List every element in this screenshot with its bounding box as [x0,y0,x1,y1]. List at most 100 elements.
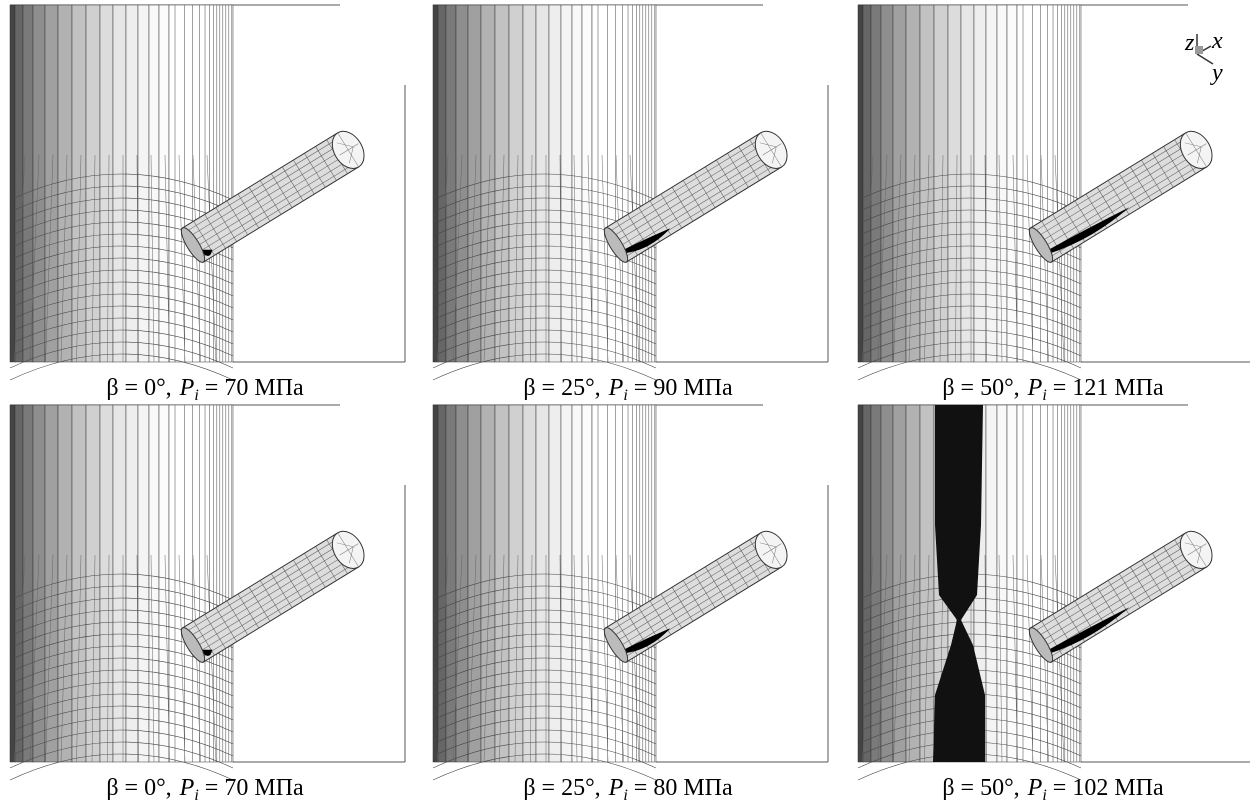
caption-subscript: i [623,387,627,404]
mesh-line [76,154,82,363]
cylinder-band [857,4,864,363]
panel: β = 25°, Pi = 90 МПа [432,4,829,404]
mesh-line [1042,552,1198,648]
crack [623,628,671,654]
mesh-line [1012,154,1018,363]
pipe-start [180,627,206,663]
pipe-start [1028,627,1054,663]
cylinder-band [9,4,16,363]
mesh-arc [9,341,234,369]
mesh-line [499,154,505,363]
mesh-line [437,554,449,763]
panel: β = 50°, Pi = 102 МПа [857,404,1250,804]
mesh-arc [9,317,234,345]
panel: β = 0°, Pi = 70 МПа [9,404,406,804]
mesh-line [998,554,1003,763]
panel: β = 0°, Pi = 70 МПа [9,4,406,404]
mesh-arc [9,717,234,745]
caption-symbol: P [608,775,624,801]
mesh-arc [432,741,657,769]
mesh-line [649,200,672,236]
mesh-line [193,221,215,256]
mesh-arc [9,657,234,685]
crack [200,649,213,656]
mesh-line [237,193,260,229]
mesh-line [573,554,578,763]
mesh-line [1045,557,1202,653]
cylinder-band [1006,404,1018,763]
mesh-line [514,154,519,363]
mesh-line [738,146,760,181]
mesh-line [1141,559,1163,595]
crack [1048,207,1130,254]
mesh-line [248,187,271,222]
mesh-line [452,554,463,763]
mesh-line [193,621,215,656]
mesh-arc [9,669,234,697]
mesh-arc [9,585,234,613]
caption-value: = 121 МПа [1053,375,1164,401]
axis-triad: z x y [1184,28,1223,86]
mesh-line [215,207,237,242]
mesh-line [998,154,1003,363]
cylinder-band [892,404,907,763]
mesh-line [908,154,916,363]
mesh-line [559,154,562,363]
caption-angle: β = 25°, [523,775,600,801]
mesh-line [1152,553,1174,588]
mesh-line [1026,154,1034,363]
mesh-line [955,154,958,363]
caption-angle: β = 50°, [942,775,1019,801]
cylinder-band [494,404,510,763]
cylinder-band [581,404,593,763]
mesh-arc [432,753,657,781]
mesh-line [45,154,54,363]
mesh-line [862,554,874,763]
mesh-line [1163,546,1185,581]
mesh-line [1130,166,1152,202]
mesh-line [206,154,217,363]
mesh-line [984,554,987,763]
mesh-arc [857,257,1082,285]
mesh-arc [857,353,1082,381]
cylinder-band [581,4,593,363]
mesh-line [893,554,902,763]
mesh-line [530,554,533,763]
mesh-arc [9,305,234,333]
caption-subscript: i [1042,787,1046,804]
caption: β = 25°, Pi = 80 МПа [523,775,733,804]
cylinder-band [862,4,872,363]
cylinder-band [432,4,439,363]
mesh-line [705,566,727,602]
cylinder-band [14,4,24,363]
mesh-line [60,154,68,363]
cylinder-band [158,404,170,763]
mesh-line [45,554,54,763]
mesh-line [649,600,672,636]
mesh-line [862,154,874,363]
mesh-line [194,152,350,248]
cylinder-band [591,4,657,363]
mesh-arc [432,269,657,297]
mesh-arc [9,753,234,781]
caption: β = 0°, Pi = 70 МПа [106,775,304,804]
cylinder-band [919,4,935,363]
caption-value: = 80 МПа [634,775,733,801]
mesh-arc [9,681,234,709]
cylinder-band [437,4,447,363]
mesh-line [29,554,40,763]
mesh-arc [9,329,234,357]
mesh-line [908,554,916,763]
mesh-arc [9,729,234,757]
mesh-line [1039,147,1195,243]
cylinder-band [137,4,150,363]
mesh-arc [432,669,657,697]
mesh-arc [9,705,234,733]
mesh-line [620,157,777,253]
caption-subscript: i [194,787,198,804]
mesh-line [14,554,26,763]
mesh-line [601,154,609,363]
crack [623,228,671,254]
cylinder-band [22,4,34,363]
mesh-line [1054,554,1065,763]
